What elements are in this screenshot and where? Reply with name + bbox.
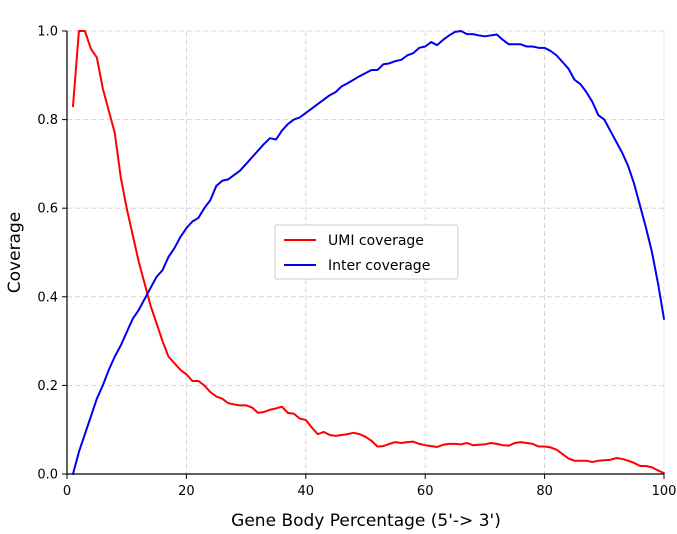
series-line-umi	[71, 30, 665, 475]
tick-layer: 0 20 40 60 80 100 0.0 0.2 0.4 0.6 0.8 1.0	[37, 25, 676, 500]
y-tick-label: 0.0	[37, 468, 58, 483]
legend-label-umi: UMI coverage	[328, 233, 424, 249]
y-tick-label: 0.6	[37, 202, 58, 217]
y-tick-label: 0.8	[37, 113, 58, 128]
y-tick-label: 0.2	[37, 379, 58, 394]
x-tick-label: 80	[536, 484, 553, 499]
series-layer	[71, 30, 665, 475]
legend-box	[274, 224, 459, 280]
y-tick-label: 0.4	[37, 290, 58, 305]
x-tick-label: 20	[178, 484, 195, 499]
y-axis-title: Coverage	[5, 212, 25, 293]
axis-layer	[66, 31, 664, 475]
legend-label-inter: Inter coverage	[328, 258, 430, 274]
x-axis-title: Gene Body Percentage (5'-> 3')	[231, 511, 501, 531]
y-tick-label: 1.0	[37, 25, 58, 40]
series-line-inter	[71, 30, 665, 475]
x-tick-label: 100	[652, 484, 677, 499]
grid-layer	[67, 30, 665, 474]
x-tick-label: 40	[298, 484, 315, 499]
x-tick-label: 60	[417, 484, 434, 499]
legend: UMI coverage Inter coverage	[274, 224, 459, 280]
x-tick-label: 0	[63, 484, 71, 499]
